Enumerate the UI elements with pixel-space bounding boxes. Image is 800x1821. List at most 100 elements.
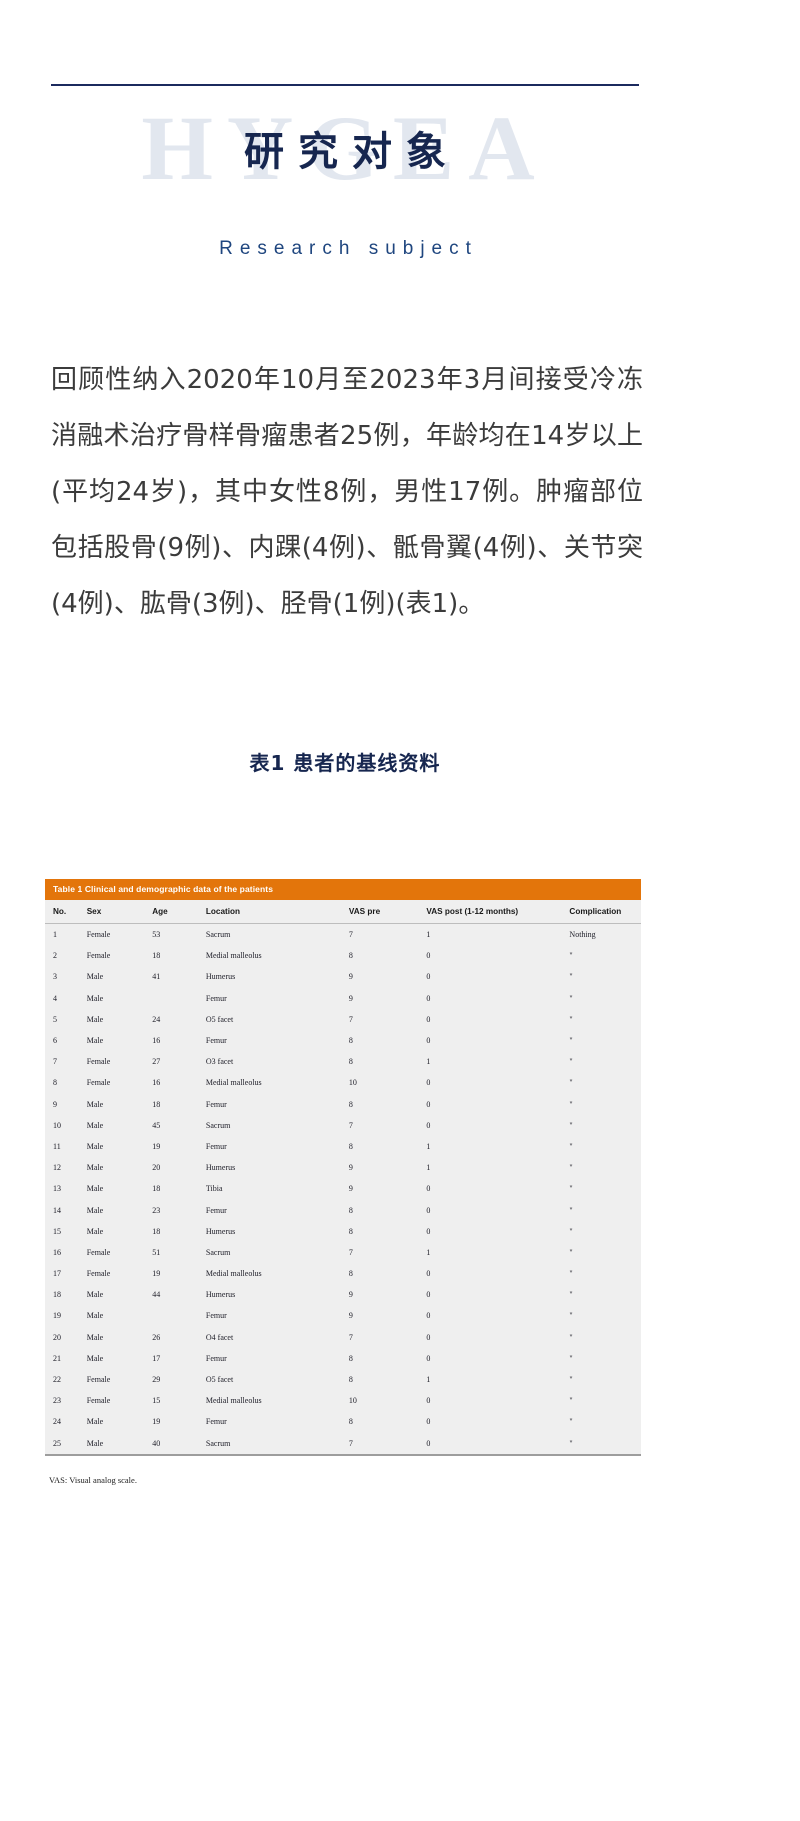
cell-sex: Female <box>86 1368 153 1391</box>
cell-vas-pre: 8 <box>348 1093 427 1115</box>
cell-complication: " <box>569 1029 641 1052</box>
section-header: HYGEA 研究对象 <box>0 100 690 240</box>
cell-age: 40 <box>152 1432 206 1456</box>
cell-location: Femur <box>205 1135 349 1158</box>
cell-vas-pre: 10 <box>348 1390 427 1412</box>
cell-age: 18 <box>152 1220 206 1242</box>
patients-table: No. Sex Age Location VAS pre VAS post (1… <box>45 900 641 1456</box>
cell-complication: " <box>569 1135 641 1158</box>
table-figure: Table 1 Clinical and demographic data of… <box>45 879 641 1495</box>
table-row: 13 Male 18 Tibia 9 0 " <box>45 1178 641 1200</box>
cell-vas-pre: 9 <box>348 1178 427 1200</box>
cell-vas-pre: 8 <box>348 1029 427 1052</box>
cell-age: 24 <box>152 1008 206 1030</box>
cell-no: 23 <box>45 1390 87 1412</box>
cell-age <box>152 1305 206 1327</box>
cell-sex: Male <box>86 1432 153 1456</box>
cell-vas-post: 0 <box>426 1199 570 1221</box>
table-row: 24 Male 19 Femur 8 0 " <box>45 1411 641 1433</box>
cell-complication: " <box>569 1347 641 1369</box>
cell-sex: Male <box>86 1093 153 1115</box>
cell-vas-pre: 7 <box>348 1241 427 1263</box>
table-row: 2 Female 18 Medial malleolus 8 0 " <box>45 945 641 967</box>
cell-age <box>152 987 206 1009</box>
col-header-vas-post: VAS post (1-12 months) <box>426 900 570 924</box>
cell-location: Femur <box>205 1029 349 1052</box>
cell-complication: " <box>569 1157 641 1179</box>
cell-complication: " <box>569 1368 641 1391</box>
cell-vas-pre: 9 <box>348 1157 427 1179</box>
table-row: 18 Male 44 Humerus 9 0 " <box>45 1284 641 1306</box>
cell-vas-pre: 9 <box>348 1305 427 1327</box>
table-head: No. Sex Age Location VAS pre VAS post (1… <box>45 900 641 924</box>
cell-location: Medial malleolus <box>205 1072 349 1094</box>
cell-vas-pre: 7 <box>348 1114 427 1136</box>
table-row: 20 Male 26 O4 facet 7 0 " <box>45 1326 641 1348</box>
cell-no: 3 <box>45 966 87 988</box>
cell-location: O3 facet <box>205 1051 349 1073</box>
cell-vas-pre: 8 <box>348 1411 427 1433</box>
cell-sex: Female <box>86 945 153 967</box>
cell-age: 18 <box>152 1178 206 1200</box>
cell-location: Humerus <box>205 966 349 988</box>
table-row: 25 Male 40 Sacrum 7 0 " <box>45 1432 641 1456</box>
cell-no: 24 <box>45 1411 87 1433</box>
cell-sex: Male <box>86 1347 153 1369</box>
cell-complication: " <box>569 1220 641 1242</box>
cell-complication: " <box>569 1326 641 1348</box>
table-row: 1 Female 53 Sacrum 7 1 Nothing <box>45 923 641 946</box>
table-title-bar: Table 1 Clinical and demographic data of… <box>45 879 641 900</box>
table-row: 11 Male 19 Femur 8 1 " <box>45 1135 641 1158</box>
cell-complication: " <box>569 1093 641 1115</box>
cell-age: 18 <box>152 1093 206 1115</box>
cell-complication: " <box>569 1432 641 1456</box>
cell-complication: " <box>569 1284 641 1306</box>
col-header-vas-pre: VAS pre <box>348 900 427 924</box>
cell-location: Humerus <box>205 1284 349 1306</box>
cell-age: 44 <box>152 1284 206 1306</box>
cell-vas-post: 1 <box>426 1135 570 1158</box>
cell-complication: " <box>569 1241 641 1263</box>
cell-age: 19 <box>152 1263 206 1285</box>
cell-location: Medial malleolus <box>205 1390 349 1412</box>
cell-location: Sacrum <box>205 923 349 946</box>
col-header-no: No. <box>45 900 87 924</box>
cell-complication: " <box>569 1263 641 1285</box>
cell-no: 1 <box>45 923 87 946</box>
cell-age: 15 <box>152 1390 206 1412</box>
cell-sex: Male <box>86 1326 153 1348</box>
col-header-sex: Sex <box>86 900 153 924</box>
cell-vas-post: 0 <box>426 1093 570 1115</box>
cell-complication: " <box>569 1114 641 1136</box>
cell-complication: " <box>569 945 641 967</box>
cell-sex: Male <box>86 1284 153 1306</box>
cell-vas-post: 0 <box>426 1411 570 1433</box>
cell-sex: Female <box>86 923 153 946</box>
table-row: 5 Male 24 O5 facet 7 0 " <box>45 1008 641 1030</box>
cell-vas-pre: 7 <box>348 1326 427 1348</box>
cell-no: 17 <box>45 1263 87 1285</box>
cell-vas-post: 1 <box>426 1157 570 1179</box>
table-row: 21 Male 17 Femur 8 0 " <box>45 1347 641 1369</box>
cell-vas-pre: 10 <box>348 1072 427 1094</box>
cell-complication: " <box>569 1008 641 1030</box>
table-row: 8 Female 16 Medial malleolus 10 0 " <box>45 1072 641 1094</box>
cell-complication: " <box>569 1051 641 1073</box>
cell-vas-post: 0 <box>426 1008 570 1030</box>
cell-age: 45 <box>152 1114 206 1136</box>
cell-age: 27 <box>152 1051 206 1073</box>
cell-sex: Male <box>86 1157 153 1179</box>
cell-location: Femur <box>205 1199 349 1221</box>
cell-vas-post: 0 <box>426 1072 570 1094</box>
cell-complication: " <box>569 987 641 1009</box>
header-divider-rule <box>51 84 639 86</box>
cell-vas-pre: 7 <box>348 923 427 946</box>
cell-sex: Male <box>86 987 153 1009</box>
cell-age: 16 <box>152 1072 206 1094</box>
cell-sex: Male <box>86 1135 153 1158</box>
hygea-watermark: HYGEA <box>141 97 549 199</box>
cell-no: 14 <box>45 1199 87 1221</box>
cell-vas-post: 1 <box>426 923 570 946</box>
cell-no: 16 <box>45 1241 87 1263</box>
